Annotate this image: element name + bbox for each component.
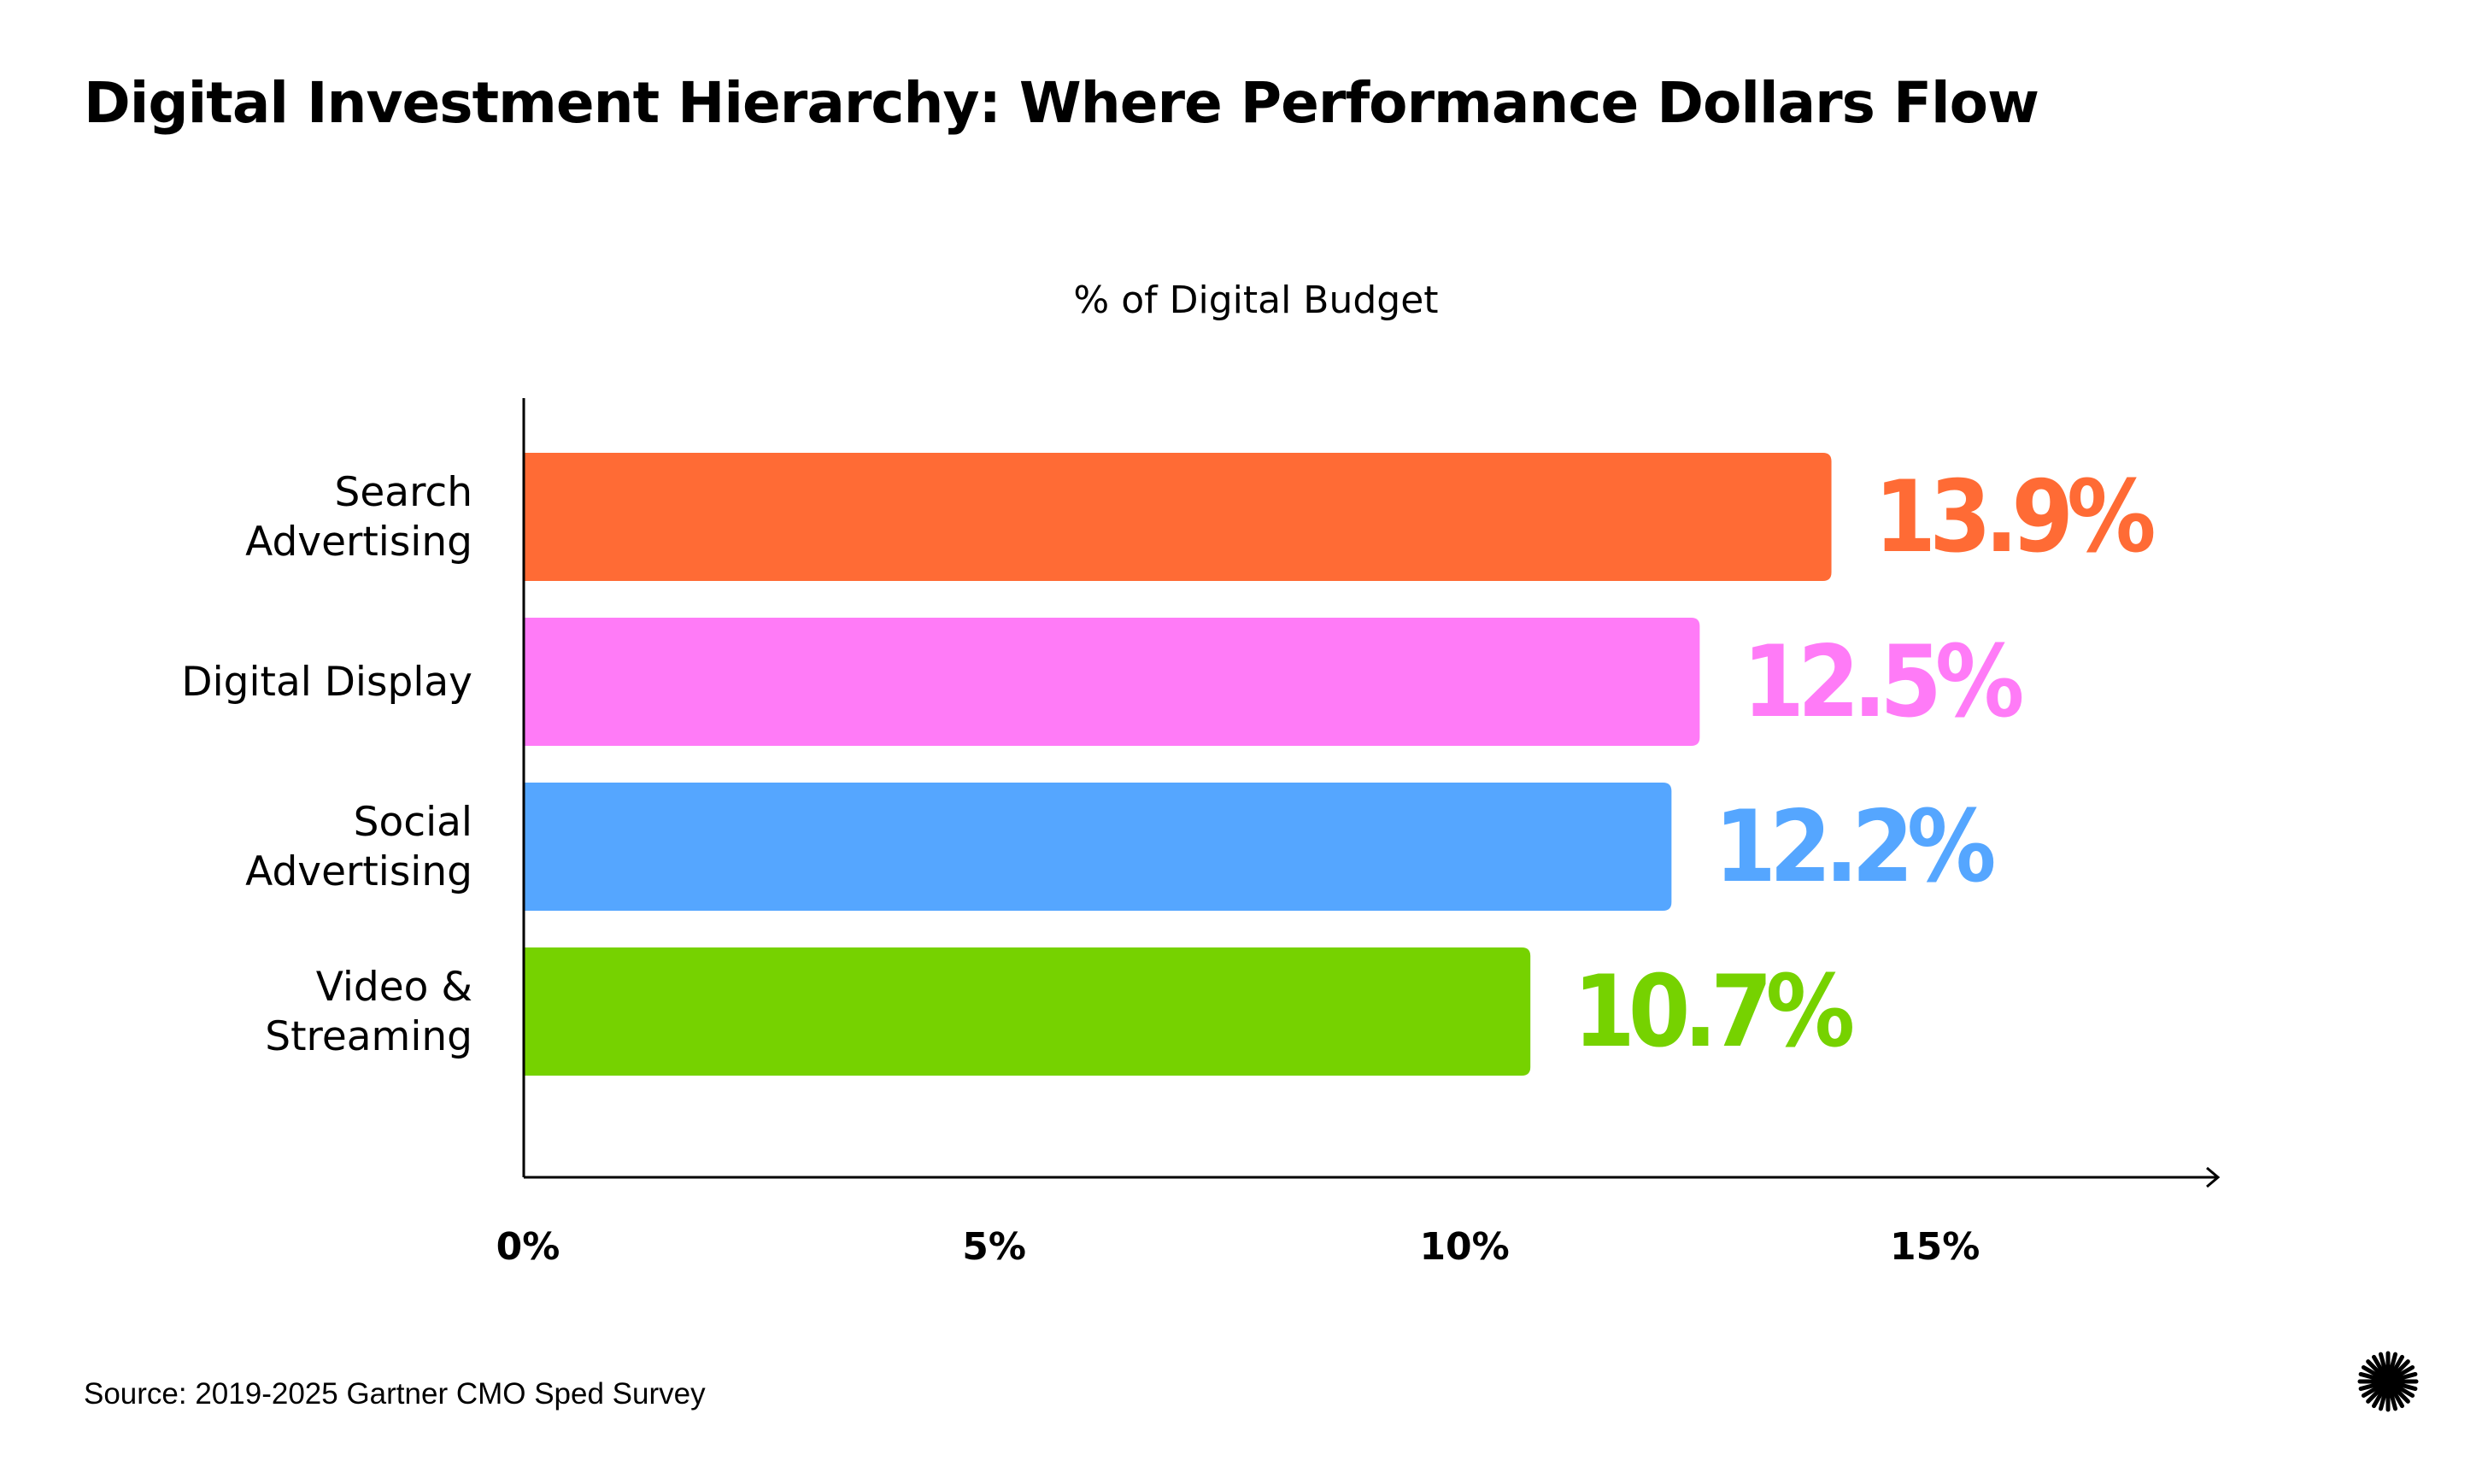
data-label: 12.5% bbox=[1742, 625, 2022, 740]
category-label: Video & Streaming bbox=[265, 964, 472, 1060]
x-tick-label: 10% bbox=[1419, 1225, 1509, 1269]
category-label: Search Advertising bbox=[245, 469, 472, 566]
data-label: 12.2% bbox=[1714, 789, 1993, 905]
starburst-icon bbox=[2357, 1351, 2419, 1412]
bar bbox=[524, 618, 1700, 746]
data-label: 10.7% bbox=[1573, 954, 1852, 1070]
axis-label: % of Digital Budget bbox=[1073, 279, 1438, 322]
chart-title: Digital Investment Hierarchy: Where Perf… bbox=[84, 70, 2039, 136]
x-tick-label: 0% bbox=[496, 1225, 560, 1269]
x-tick-label: 15% bbox=[1890, 1225, 1980, 1269]
x-axis-arrow-icon bbox=[2206, 1166, 2221, 1188]
x-tick-label: 5% bbox=[962, 1225, 1026, 1269]
bar bbox=[524, 783, 1672, 911]
bar bbox=[524, 947, 1531, 1076]
category-label: Social Advertising bbox=[245, 799, 472, 895]
data-label: 13.9% bbox=[1875, 460, 2154, 575]
bar bbox=[524, 453, 1832, 581]
category-label: Digital Display bbox=[181, 659, 472, 706]
source-note: Source: 2019-2025 Gartner CMO Sped Surve… bbox=[84, 1377, 706, 1411]
